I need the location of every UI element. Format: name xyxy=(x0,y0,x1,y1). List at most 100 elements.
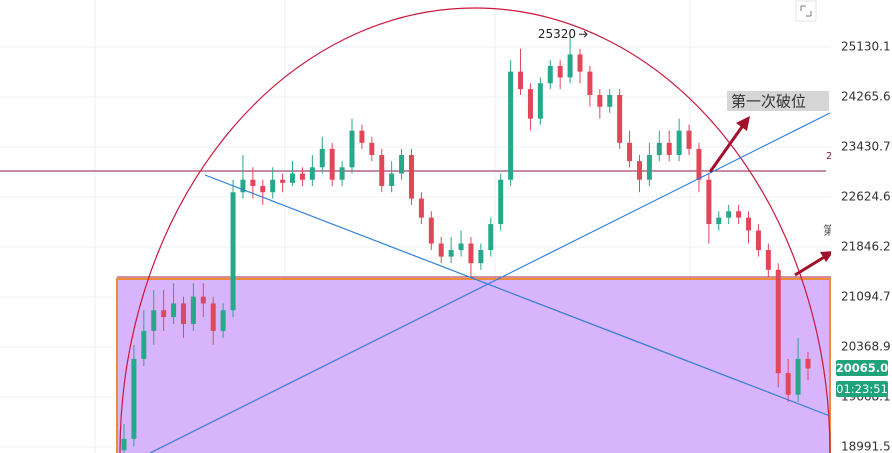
candle-body xyxy=(726,211,732,218)
candle-body xyxy=(577,54,583,72)
candle-body xyxy=(478,250,484,264)
y-tick-label: 18991.5 xyxy=(841,440,891,453)
candle-body xyxy=(141,330,147,359)
candle-body xyxy=(547,65,553,84)
y-tick-label: 20368.9 xyxy=(841,340,891,354)
arrow-head xyxy=(736,116,750,131)
annotation: 第一次破位 xyxy=(731,93,806,111)
candle-body xyxy=(180,303,186,324)
candle-body xyxy=(765,250,771,270)
arc xyxy=(119,7,831,453)
candle-body xyxy=(458,243,464,251)
candle-body xyxy=(299,173,305,180)
candle-body xyxy=(775,269,781,374)
candle-body xyxy=(686,130,692,149)
candle-body xyxy=(468,243,474,264)
candle-body xyxy=(260,185,266,193)
y-tick-label: 24265.6 xyxy=(841,90,891,104)
price-tag xyxy=(836,360,888,376)
candle-body xyxy=(587,71,593,95)
candle-body xyxy=(498,179,504,225)
candle-body xyxy=(607,94,613,107)
candle-body xyxy=(250,179,256,186)
candle-body xyxy=(666,142,672,155)
candle-body xyxy=(270,179,276,193)
candle-body xyxy=(339,167,345,180)
candle-body xyxy=(448,250,454,257)
candle-body xyxy=(676,130,682,155)
axis-labels: 18991.519668.120368.921094.721846.222624… xyxy=(841,40,891,453)
candle-body xyxy=(290,173,296,183)
high-label: 25320 xyxy=(538,27,576,41)
arrow-shaft xyxy=(794,254,827,277)
high-arrow xyxy=(579,30,588,38)
candle-body xyxy=(190,296,196,324)
candle-body xyxy=(795,358,801,395)
candle-body xyxy=(369,142,375,155)
candle-body xyxy=(656,142,662,155)
candle-body xyxy=(418,198,424,218)
candle-body xyxy=(557,65,563,78)
candle-body xyxy=(131,358,137,439)
candle-body xyxy=(518,71,524,90)
candle-body xyxy=(636,161,642,180)
price-tag-label: 20065.0 xyxy=(836,361,888,375)
candle-body xyxy=(805,358,811,369)
y-tick-label: 23430.7 xyxy=(841,140,891,154)
candle-body xyxy=(627,142,633,162)
icon-glyph xyxy=(800,5,812,17)
candle-body xyxy=(696,148,702,180)
trend-line xyxy=(204,174,831,417)
candle-body xyxy=(389,173,395,186)
arrow xyxy=(708,116,834,277)
candle-body xyxy=(716,217,722,225)
candle-body xyxy=(408,154,414,199)
candle-body xyxy=(280,179,286,183)
candle-body xyxy=(309,167,315,180)
candle-body xyxy=(329,148,335,180)
candle-body xyxy=(646,154,652,180)
candle-body xyxy=(537,83,543,119)
candle-body xyxy=(240,179,246,193)
candle-body xyxy=(488,224,494,251)
candle-body xyxy=(736,211,742,218)
candle-body xyxy=(746,217,752,231)
candle-body xyxy=(349,130,355,168)
candles: 25320 xyxy=(121,27,811,453)
annotation-box xyxy=(727,91,829,111)
candle-body xyxy=(200,296,206,304)
timer-tag xyxy=(836,381,888,397)
candle-body xyxy=(399,154,405,174)
candle-body xyxy=(121,438,127,451)
arrow-shaft xyxy=(708,123,746,173)
candle-body xyxy=(230,192,236,311)
candle-body xyxy=(428,217,434,244)
side-label: 2 xyxy=(826,151,832,162)
candle-body xyxy=(379,154,385,186)
candle-body xyxy=(319,148,325,168)
candle-body xyxy=(359,130,365,143)
y-tick-label: 25130.1 xyxy=(841,40,891,54)
zone-box xyxy=(116,278,831,453)
candle-body xyxy=(617,94,623,143)
timer-label: 01:23:51 xyxy=(836,382,888,396)
y-tick-label: 21846.2 xyxy=(841,240,891,254)
candle-body xyxy=(755,230,761,251)
y-tick-label: 22624.6 xyxy=(841,190,891,204)
candle-body xyxy=(508,71,514,180)
candle-body xyxy=(220,310,226,331)
arrow-head xyxy=(820,251,834,262)
candle-body xyxy=(785,373,791,395)
toolbar-icon[interactable] xyxy=(795,0,817,22)
trend-line xyxy=(149,112,831,453)
candle-body xyxy=(597,94,603,107)
y-tick-label: 21094.7 xyxy=(841,290,891,304)
candle-body xyxy=(171,303,177,318)
candle-body xyxy=(706,179,712,225)
candle-body xyxy=(151,310,157,331)
candle-body xyxy=(567,54,573,78)
price-axis xyxy=(831,0,892,453)
candle-body xyxy=(161,310,167,318)
icon-frame[interactable] xyxy=(795,0,817,22)
